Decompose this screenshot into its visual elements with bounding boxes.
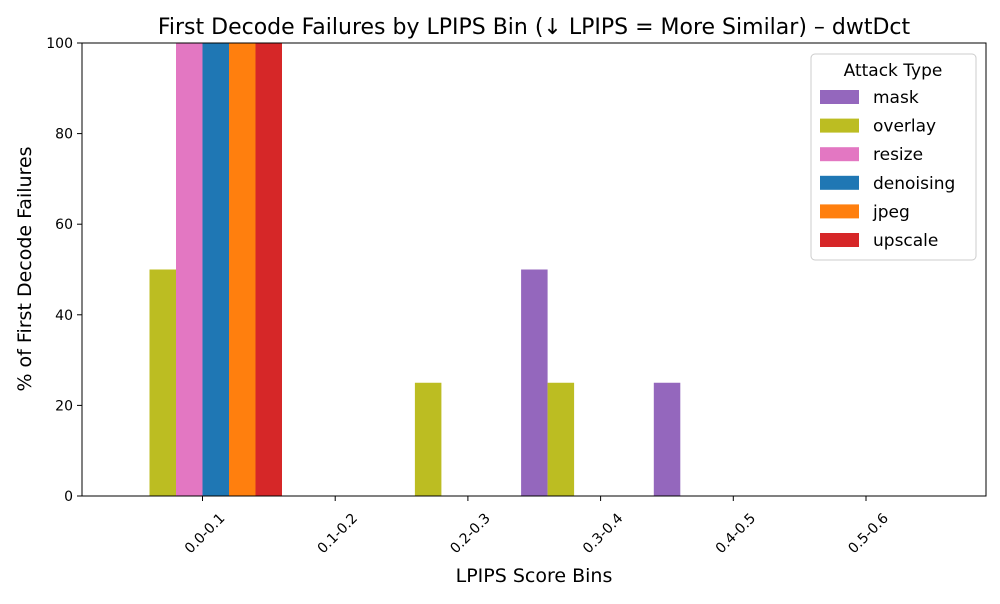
bar-resize-0.0-0.1 xyxy=(176,43,203,496)
x-axis-label: LPIPS Score Bins xyxy=(456,565,613,587)
y-axis: 0 20 40 60 80 100 xyxy=(46,36,82,505)
bar-upscale-0.0-0.1 xyxy=(255,43,282,496)
legend-swatch-mask xyxy=(820,90,859,104)
legend-label-denoising: denoising xyxy=(873,174,955,194)
y-tick-label-100: 100 xyxy=(46,36,73,52)
x-tick-label-0.1-0.2: 0.1-0.2 xyxy=(315,511,361,557)
y-axis-label: % of First Decode Failures xyxy=(14,146,36,391)
y-tick-label-0: 0 xyxy=(64,489,73,505)
x-tick-label-0.3-0.4: 0.3-0.4 xyxy=(580,510,626,556)
x-tick-label-0.4-0.5: 0.4-0.5 xyxy=(713,511,759,557)
x-axis: 0.0-0.1 0.1-0.2 0.2-0.3 0.3-0.4 0.4-0.5 0.5-0… xyxy=(182,496,892,557)
legend-swatch-denoising xyxy=(820,175,859,190)
bar-jpeg-0.0-0.1 xyxy=(229,43,256,496)
plot-frame xyxy=(81,42,987,497)
y-tick-label-80: 80 xyxy=(55,127,73,143)
bar-overlay-0.0-0.1 xyxy=(149,269,176,496)
bar-overlay-0.2-0.3 xyxy=(414,382,442,496)
bars-group xyxy=(149,43,681,496)
bar-mask-0.3-0.4 xyxy=(521,269,548,496)
legend-items: mask overlay resize denoising jpeg upscale xyxy=(820,88,955,251)
legend-title: Attack Type xyxy=(844,61,943,81)
bar-denoising-0.0-0.1 xyxy=(202,43,229,496)
bar-mask-0.4-0.5 xyxy=(653,382,681,496)
legend-label-resize: resize xyxy=(873,145,923,165)
y-tick-label-60: 60 xyxy=(55,217,73,233)
legend: Attack Type mask overlay resize denoising jp… xyxy=(810,53,977,261)
legend-label-mask: mask xyxy=(873,88,919,108)
bar-overlay-0.3-0.4 xyxy=(547,382,575,496)
legend-swatch-jpeg xyxy=(820,204,859,219)
x-tick-label-0.2-0.3: 0.2-0.3 xyxy=(447,511,493,557)
legend-swatch-upscale xyxy=(820,233,859,247)
legend-label-upscale: upscale xyxy=(873,231,938,251)
legend-label-overlay: overlay xyxy=(873,117,936,137)
y-tick-label-20: 20 xyxy=(55,398,73,414)
legend-swatch-resize xyxy=(820,147,859,162)
legend-swatch-overlay xyxy=(820,118,859,133)
chart-title: First Decode Failures by LPIPS Bin (↓ LP… xyxy=(158,15,911,40)
x-tick-label-0.5-0.6: 0.5-0.6 xyxy=(845,510,891,556)
y-tick-label-40: 40 xyxy=(55,308,73,324)
x-tick-label-0.0-0.1: 0.0-0.1 xyxy=(182,511,228,557)
legend-label-jpeg: jpeg xyxy=(872,202,910,222)
